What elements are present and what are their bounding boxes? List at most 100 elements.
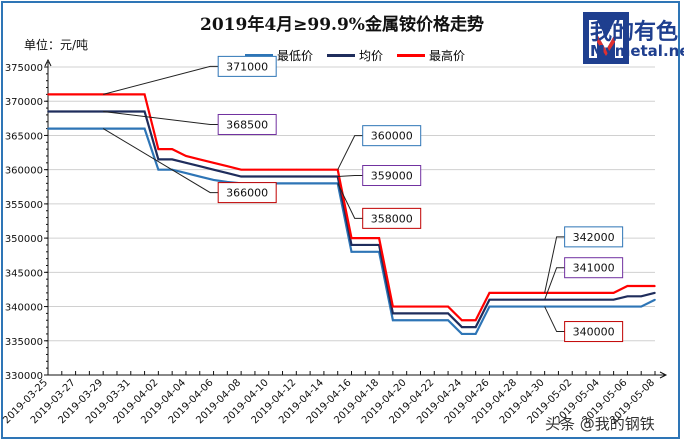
callout-leader — [544, 306, 565, 333]
callout-label: 371000 — [226, 60, 268, 73]
data-point — [419, 319, 422, 322]
y-tick-label: 345000 — [5, 268, 43, 279]
data-point — [599, 292, 601, 294]
data-point — [143, 110, 146, 113]
data-point — [143, 127, 146, 130]
data-point — [157, 158, 160, 161]
data-point — [640, 305, 643, 308]
callout-label: 368500 — [226, 118, 268, 131]
data-point — [474, 319, 477, 322]
data-point — [585, 305, 587, 308]
data-point — [212, 179, 215, 181]
data-point — [309, 168, 311, 171]
legend-swatch-high — [397, 54, 426, 57]
data-point — [557, 298, 560, 301]
data-point — [364, 244, 367, 246]
y-tick-label: 335000 — [5, 337, 43, 348]
data-point — [295, 168, 298, 171]
data-point — [392, 319, 394, 322]
y-tick-label: 370000 — [5, 97, 43, 108]
data-point — [571, 298, 574, 301]
data-point — [364, 251, 367, 253]
data-point — [654, 285, 656, 287]
data-point — [488, 292, 491, 294]
data-point — [405, 312, 408, 315]
callout-box — [564, 321, 624, 343]
data-point — [585, 292, 587, 294]
data-point — [267, 175, 270, 178]
logo-text-cn: 我的有色 — [590, 20, 679, 45]
callout-leader — [544, 236, 565, 293]
data-point — [88, 110, 91, 113]
x-axis-arrow-icon — [659, 371, 668, 379]
data-point — [88, 93, 91, 96]
data-point — [74, 127, 77, 130]
data-point — [212, 162, 215, 164]
watermark: 头条 @我的钢铁 — [545, 415, 655, 433]
series-line-low — [48, 127, 656, 336]
callout-label: 341000 — [573, 262, 615, 275]
callout-leader — [102, 128, 219, 194]
data-point — [116, 93, 118, 96]
data-point — [516, 292, 518, 294]
callout-box — [564, 226, 624, 248]
data-point — [281, 168, 284, 171]
callout-box — [362, 207, 422, 229]
data-point — [350, 237, 353, 239]
data-point — [461, 326, 463, 328]
data-point — [585, 298, 587, 301]
data-point — [198, 165, 201, 168]
data-point — [74, 93, 77, 96]
data-point — [212, 168, 215, 171]
data-point — [530, 305, 532, 308]
data-point — [254, 175, 256, 178]
data-point — [626, 305, 629, 308]
data-point — [129, 93, 132, 96]
legend-swatch-low — [245, 54, 273, 57]
data-point — [185, 162, 187, 164]
data-point — [502, 305, 505, 308]
data-point — [129, 110, 132, 113]
data-point — [74, 110, 77, 113]
y-tick-label: 365000 — [5, 131, 43, 142]
callout-leader — [103, 110, 219, 125]
data-point — [557, 305, 560, 308]
data-point — [474, 333, 477, 335]
data-point — [488, 298, 491, 301]
data-point — [488, 305, 491, 308]
data-point — [557, 292, 560, 294]
callout-leader — [337, 183, 363, 219]
data-point — [447, 319, 449, 322]
data-point — [116, 127, 118, 130]
data-point — [502, 292, 505, 294]
data-point — [419, 312, 422, 315]
data-point — [571, 292, 574, 294]
callout-leader — [103, 65, 219, 95]
legend-item-avg: 均价 — [327, 47, 383, 64]
data-point — [47, 127, 49, 130]
data-point — [405, 305, 408, 308]
data-point — [88, 127, 91, 130]
callout-label: 366000 — [226, 187, 268, 200]
mymetal-logo-icon — [583, 12, 629, 64]
data-point — [309, 182, 311, 185]
data-point — [419, 305, 422, 308]
data-point — [226, 172, 229, 174]
data-point — [405, 319, 408, 322]
callout-label: 359000 — [371, 170, 413, 183]
y-tick-label: 360000 — [5, 166, 43, 177]
data-point — [447, 312, 449, 315]
callout-leader — [544, 267, 565, 300]
callout-box — [564, 257, 624, 279]
data-point — [433, 305, 436, 308]
data-point — [378, 237, 380, 239]
callout-label: 358000 — [371, 212, 413, 225]
data-point — [47, 110, 49, 113]
data-point — [640, 285, 643, 287]
data-point — [129, 127, 132, 130]
y-tick-label: 355000 — [5, 200, 43, 211]
data-point — [474, 326, 477, 328]
data-point — [364, 237, 367, 239]
